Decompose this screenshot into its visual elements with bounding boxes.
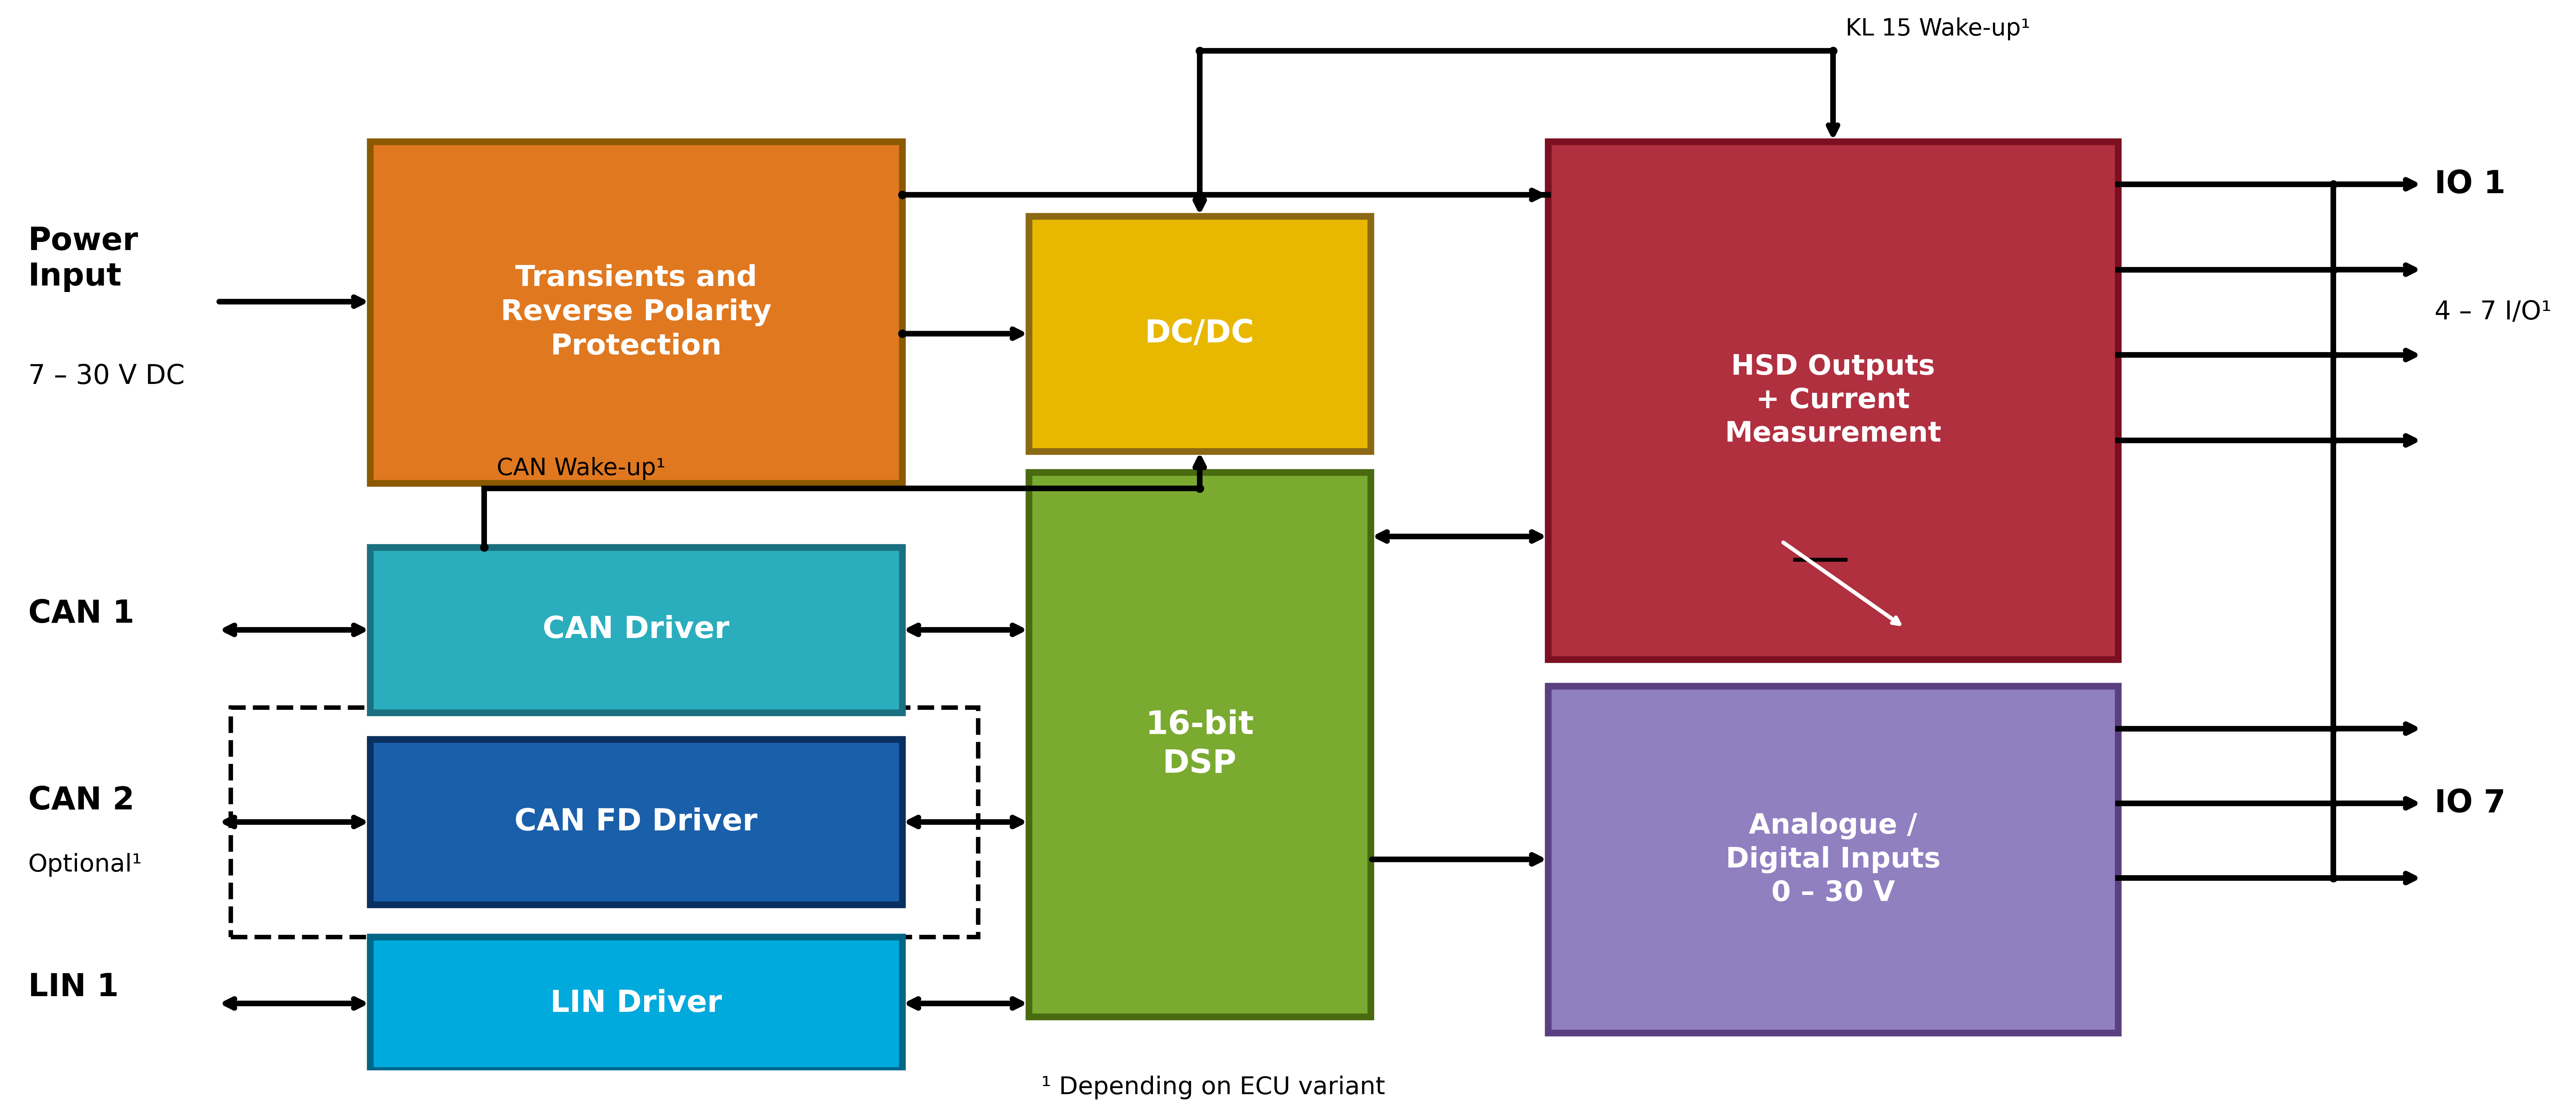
FancyBboxPatch shape bbox=[1548, 686, 2117, 1033]
Point bbox=[881, 325, 922, 342]
Text: 16-bit
DSP: 16-bit DSP bbox=[1146, 709, 1255, 780]
Text: ¹ Depending on ECU variant: ¹ Depending on ECU variant bbox=[1041, 1076, 1386, 1099]
Text: Power
Input: Power Input bbox=[28, 226, 139, 292]
Text: CAN FD Driver: CAN FD Driver bbox=[515, 807, 757, 837]
Point bbox=[1180, 480, 1221, 498]
Point bbox=[1180, 42, 1221, 59]
Point bbox=[2313, 720, 2354, 738]
Point bbox=[2313, 869, 2354, 886]
FancyBboxPatch shape bbox=[371, 547, 902, 712]
Text: Optional¹: Optional¹ bbox=[28, 853, 142, 876]
Text: CAN 1: CAN 1 bbox=[28, 599, 134, 629]
Text: HSD Outputs
+ Current
Measurement: HSD Outputs + Current Measurement bbox=[1726, 353, 1942, 447]
FancyBboxPatch shape bbox=[1548, 142, 2117, 659]
Text: IO 7: IO 7 bbox=[2434, 788, 2506, 819]
Point bbox=[881, 186, 922, 204]
Text: 7 – 30 V DC: 7 – 30 V DC bbox=[28, 363, 185, 390]
Text: CAN Wake-up¹: CAN Wake-up¹ bbox=[497, 457, 665, 480]
FancyBboxPatch shape bbox=[371, 937, 902, 1070]
Point bbox=[2313, 795, 2354, 813]
FancyBboxPatch shape bbox=[1028, 472, 1370, 1017]
Text: LIN 1: LIN 1 bbox=[28, 972, 118, 1003]
Text: LIN Driver: LIN Driver bbox=[551, 989, 721, 1018]
Text: CAN 2: CAN 2 bbox=[28, 785, 134, 816]
Text: CAN Driver: CAN Driver bbox=[544, 615, 729, 644]
Point bbox=[2313, 261, 2354, 279]
Point bbox=[2313, 432, 2354, 449]
Text: KL 15 Wake-up¹: KL 15 Wake-up¹ bbox=[1844, 18, 2030, 40]
Point bbox=[464, 538, 505, 556]
FancyBboxPatch shape bbox=[371, 739, 902, 905]
Point bbox=[2313, 346, 2354, 363]
FancyBboxPatch shape bbox=[1028, 216, 1370, 451]
Point bbox=[1814, 42, 1855, 59]
Text: Transients and
Reverse Polarity
Protection: Transients and Reverse Polarity Protecti… bbox=[500, 264, 773, 361]
Text: 4 – 7 I/O¹: 4 – 7 I/O¹ bbox=[2434, 299, 2553, 325]
FancyBboxPatch shape bbox=[371, 142, 902, 483]
Text: IO 1: IO 1 bbox=[2434, 168, 2506, 199]
Text: DC/DC: DC/DC bbox=[1144, 318, 1255, 349]
Text: Analogue /
Digital Inputs
0 – 30 V: Analogue / Digital Inputs 0 – 30 V bbox=[1726, 813, 1940, 906]
Point bbox=[2313, 175, 2354, 193]
